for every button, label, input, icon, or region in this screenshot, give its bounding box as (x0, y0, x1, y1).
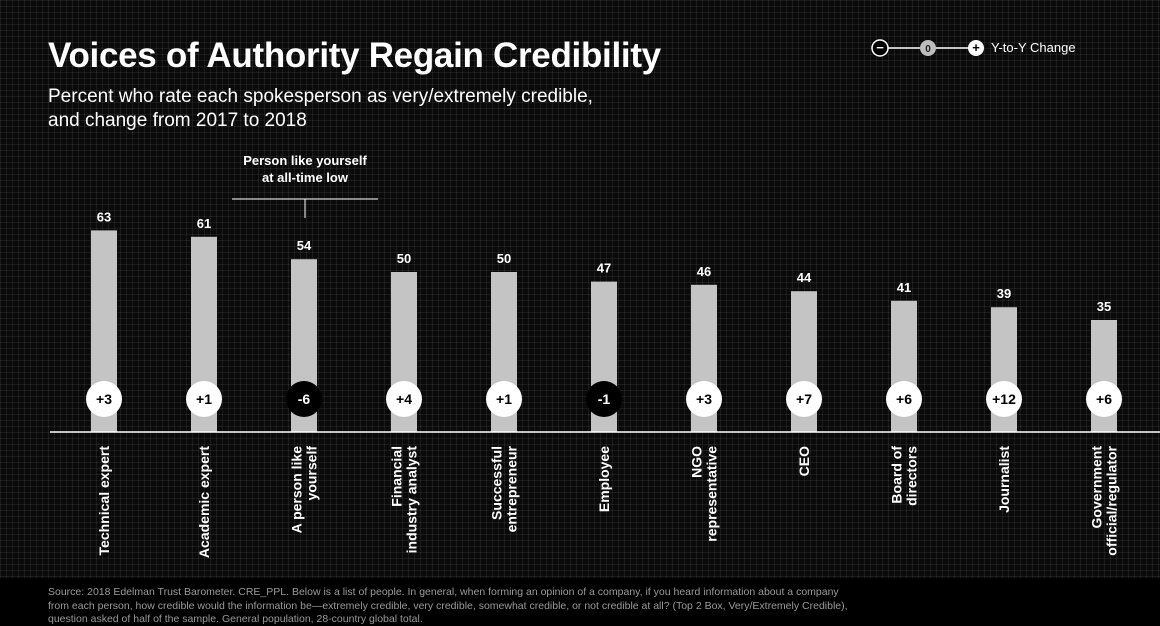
bar-value-label: 41 (897, 280, 911, 295)
category-label-line: representative (704, 446, 720, 542)
change-marker-positive (986, 381, 1022, 417)
category-label: CEO (796, 446, 812, 476)
category-label-line: official/regulator (1104, 445, 1120, 555)
category-label-line: NGO (689, 446, 705, 478)
change-label: +6 (1096, 391, 1112, 407)
category-label: Journalist (996, 446, 1012, 513)
change-label: +12 (992, 391, 1016, 407)
category-label-line: Financial (389, 446, 405, 507)
category-label: A person likeyourself (289, 446, 320, 534)
category-label: Technical expert (96, 446, 112, 556)
category-label-line: Board of (889, 446, 905, 504)
bar-value-label: 61 (197, 216, 211, 231)
change-label: +3 (696, 391, 712, 407)
legend-plus-label: + (972, 40, 980, 55)
change-legend: − 0 + Y-to-Y Change (868, 36, 1148, 60)
annotation-bracket (232, 198, 378, 218)
category-label: Academic expert (196, 446, 212, 558)
legend-minus-marker (871, 39, 889, 57)
category-label: NGOrepresentative (689, 446, 720, 542)
category-label-line: Journalist (996, 446, 1012, 513)
annotation-text: Person like yourself at all-time low (243, 153, 367, 185)
bar-value-label: 47 (597, 261, 611, 276)
change-label: +7 (796, 391, 812, 407)
category-label-line: yourself (304, 446, 320, 501)
chart-subtitle-line-2: and change from 2017 to 2018 (48, 110, 307, 131)
category-label-line: directors (904, 446, 920, 506)
bar-value-label: 50 (397, 251, 411, 266)
change-label: +1 (496, 391, 512, 407)
category-label-line: entrepreneur (504, 445, 520, 532)
legend-minus-label: − (876, 40, 884, 55)
legend-plus-marker (968, 40, 984, 56)
category-label-line: CEO (796, 446, 812, 476)
change-label: +4 (396, 391, 412, 407)
bar-value-label: 50 (497, 251, 511, 266)
change-marker-negative (586, 381, 622, 417)
bar-value-label: 35 (1097, 299, 1111, 314)
change-marker-negative (286, 381, 322, 417)
category-label-line: A person like (289, 446, 305, 534)
category-label: Governmentofficial/regulator (1089, 445, 1120, 555)
category-label-line: industry analyst (404, 446, 420, 554)
legend-zero-marker (920, 40, 936, 56)
change-marker-positive (86, 381, 122, 417)
legend-label: Y-to-Y Change (991, 40, 1076, 55)
change-label: -6 (298, 391, 311, 407)
bar-value-label: 39 (997, 286, 1011, 301)
change-label: -1 (598, 391, 611, 407)
category-label: Employee (596, 446, 612, 512)
category-label-line: Government (1089, 446, 1105, 529)
category-label: Board ofdirectors (889, 446, 920, 506)
category-label-line: Successful (489, 446, 505, 520)
change-label: +3 (96, 391, 112, 407)
change-marker-positive (686, 381, 722, 417)
bar-value-label: 54 (297, 238, 312, 253)
category-label-line: Academic expert (196, 446, 212, 558)
legend-scale: − 0 + (871, 39, 984, 57)
change-marker-positive (1086, 381, 1122, 417)
change-marker-positive (786, 381, 822, 417)
change-label: +6 (896, 391, 912, 407)
change-marker-positive (886, 381, 922, 417)
change-label: +1 (196, 391, 212, 407)
change-marker-positive (486, 381, 522, 417)
category-label-line: Technical expert (96, 446, 112, 556)
bar-value-label: 44 (797, 270, 812, 285)
chart-subtitle-line-1: Percent who rate each spokesperson as ve… (48, 86, 593, 107)
chart-title: Voices of Authority Regain Credibility (48, 36, 661, 75)
source-note: Source: 2018 Edelman Trust Barometer. CR… (48, 586, 848, 625)
bar-chart: 63 61 54 50 50 47 46 44 41 39 35 +3 +1 -6 +4 +1 -1 +3 +7 +… (50, 198, 1160, 558)
legend-zero-label: 0 (925, 44, 931, 55)
bar-value-label: 46 (697, 264, 711, 279)
footer: Source: 2018 Edelman Trust Barometer. CR… (0, 578, 1160, 626)
category-label: Successfulentrepreneur (489, 445, 520, 532)
bar-value-label: 63 (97, 209, 111, 224)
category-label: Financialindustry analyst (389, 446, 420, 554)
change-marker-positive (186, 381, 222, 417)
category-label-line: Employee (596, 446, 612, 512)
change-marker-positive (386, 381, 422, 417)
